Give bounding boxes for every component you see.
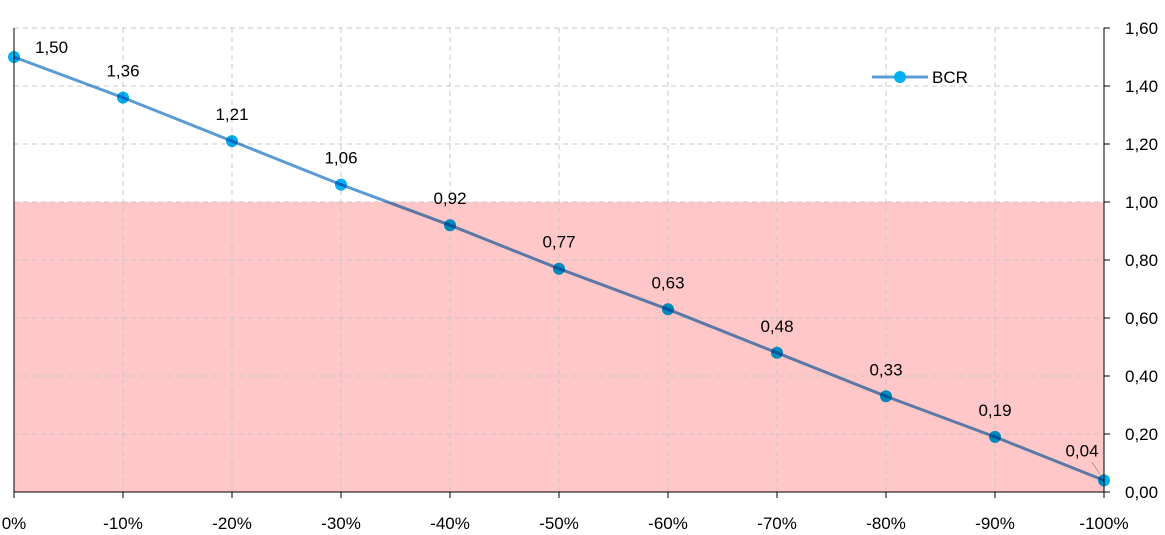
data-label: 0,77 bbox=[542, 233, 575, 252]
data-label: 0,19 bbox=[978, 401, 1011, 420]
x-tick-label: -30% bbox=[321, 514, 361, 533]
x-tick-label: -50% bbox=[539, 514, 579, 533]
data-point-marker bbox=[335, 178, 347, 191]
y-tick-label: 0,40 bbox=[1125, 367, 1158, 386]
data-point-marker bbox=[8, 51, 20, 63]
data-label: 0,48 bbox=[760, 317, 793, 336]
x-tick-label: -10% bbox=[103, 514, 143, 533]
data-point-marker bbox=[226, 135, 238, 148]
data-point-marker bbox=[117, 91, 129, 104]
y-tick-label: 0,60 bbox=[1125, 309, 1158, 328]
data-point-marker bbox=[444, 219, 456, 232]
x-tick-label: -60% bbox=[648, 514, 688, 533]
x-tick-label: -20% bbox=[212, 514, 252, 533]
data-point-marker bbox=[989, 430, 1001, 443]
data-label-leader-line bbox=[1091, 462, 1101, 475]
legend-marker-bcr bbox=[894, 71, 906, 83]
data-label: 0,92 bbox=[433, 189, 466, 208]
x-tick-label: -90% bbox=[975, 514, 1015, 533]
y-tick-label: 1,60 bbox=[1125, 19, 1158, 38]
x-tick-label: -80% bbox=[866, 514, 906, 533]
x-tick-label: -70% bbox=[757, 514, 797, 533]
x-tick-label: 0% bbox=[2, 514, 27, 533]
y-tick-label: 1,00 bbox=[1125, 193, 1158, 212]
data-label: 1,21 bbox=[215, 105, 248, 124]
data-point-marker bbox=[1098, 474, 1110, 487]
data-point-marker bbox=[662, 303, 674, 316]
data-point-marker bbox=[880, 390, 892, 403]
data-label: 0,33 bbox=[869, 360, 902, 379]
y-tick-label: 0,80 bbox=[1125, 251, 1158, 270]
data-label: 1,36 bbox=[106, 62, 139, 81]
data-point-marker bbox=[771, 346, 783, 359]
y-tick-label: 1,40 bbox=[1125, 77, 1158, 96]
x-tick-label: -100% bbox=[1079, 514, 1128, 533]
data-label: 0,63 bbox=[651, 273, 684, 292]
y-tick-label: 0,20 bbox=[1125, 425, 1158, 444]
data-point-marker bbox=[553, 262, 565, 275]
y-tick-label: 0,00 bbox=[1125, 483, 1158, 502]
legend-label-bcr: BCR bbox=[932, 68, 968, 87]
data-label: 0,04 bbox=[1065, 441, 1098, 460]
y-tick-label: 1,20 bbox=[1125, 135, 1158, 154]
data-label: 1,06 bbox=[324, 149, 357, 168]
x-tick-label: -40% bbox=[430, 514, 470, 533]
data-label: 1,50 bbox=[35, 38, 68, 57]
